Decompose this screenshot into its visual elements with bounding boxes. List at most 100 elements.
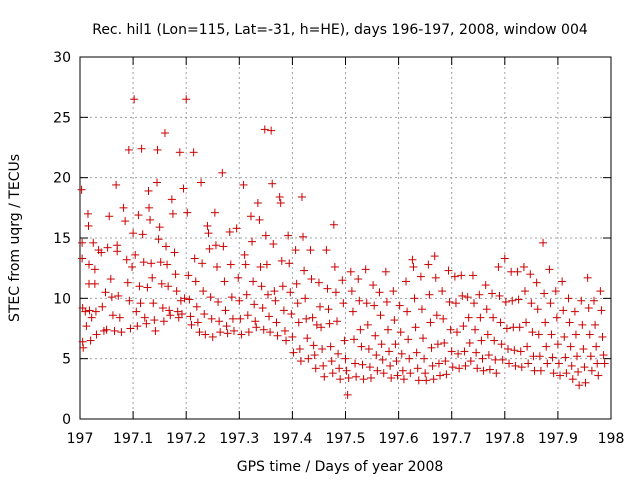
data-point — [517, 363, 526, 372]
data-point — [199, 287, 208, 296]
data-point — [261, 231, 270, 240]
data-point — [578, 320, 587, 329]
data-point — [308, 313, 317, 322]
data-point — [552, 313, 561, 322]
data-point — [210, 208, 219, 217]
data-point — [158, 303, 167, 312]
data-point — [539, 238, 548, 247]
data-point — [594, 371, 603, 380]
data-point — [454, 349, 463, 358]
data-point — [239, 180, 248, 189]
data-point — [125, 296, 134, 305]
data-point — [357, 342, 366, 351]
data-point — [112, 180, 121, 189]
data-point — [159, 317, 168, 326]
data-point — [200, 310, 209, 319]
data-point — [591, 320, 600, 329]
data-point — [191, 277, 200, 286]
data-point — [149, 299, 158, 308]
data-point — [503, 345, 512, 354]
data-point — [175, 148, 184, 157]
data-point — [560, 332, 569, 341]
data-point — [286, 288, 295, 297]
data-point — [294, 318, 303, 327]
data-point — [77, 185, 86, 194]
data-point — [243, 311, 252, 320]
data-point — [186, 312, 195, 321]
data-point — [208, 332, 217, 341]
data-point — [206, 293, 215, 302]
data-point — [97, 248, 106, 257]
x-tick-label: 197.7 — [432, 431, 472, 447]
data-point — [460, 347, 469, 356]
data-point — [256, 262, 265, 271]
data-point — [395, 301, 404, 310]
data-point — [447, 347, 456, 356]
data-point — [260, 125, 269, 134]
data-point — [216, 328, 225, 337]
data-point — [520, 287, 529, 296]
data-point — [79, 343, 88, 352]
data-point — [299, 232, 308, 241]
data-point — [265, 312, 274, 321]
data-point — [184, 271, 193, 280]
data-point — [138, 230, 147, 239]
data-point — [335, 364, 344, 373]
data-point — [527, 299, 536, 308]
data-point — [600, 359, 609, 368]
data-point — [431, 273, 440, 282]
data-point — [183, 208, 192, 217]
data-point — [166, 311, 175, 320]
y-tick-label: 20 — [53, 171, 71, 187]
data-point — [293, 299, 302, 308]
x-tick-label: 197.4 — [272, 431, 312, 447]
data-point — [282, 336, 291, 345]
data-point — [554, 359, 563, 368]
data-point — [331, 288, 340, 297]
data-point — [137, 144, 146, 153]
data-point — [446, 325, 455, 334]
data-point — [463, 293, 472, 302]
data-point — [228, 314, 237, 323]
data-point — [90, 265, 99, 274]
data-point — [255, 215, 264, 224]
chart-title: Rec. hil1 (Lon=115, Lat=-31, h=HE), days… — [92, 22, 588, 38]
data-point — [113, 247, 122, 256]
data-point — [98, 302, 107, 311]
data-point — [185, 295, 194, 304]
data-point — [338, 276, 347, 285]
data-point — [327, 357, 336, 366]
data-point — [152, 178, 161, 187]
data-point — [197, 178, 206, 187]
data-point — [402, 277, 411, 286]
data-point — [277, 256, 286, 265]
data-point — [366, 373, 375, 382]
data-point — [244, 328, 253, 337]
data-point — [324, 305, 333, 314]
data-point — [413, 364, 422, 373]
data-point — [270, 287, 279, 296]
data-point — [436, 371, 445, 380]
data-point — [123, 278, 132, 287]
data-point — [343, 390, 352, 399]
data-point — [285, 259, 294, 268]
data-point — [259, 325, 268, 334]
data-point — [372, 351, 381, 360]
data-point — [495, 291, 504, 300]
data-point — [177, 310, 186, 319]
data-point — [562, 369, 571, 378]
data-point — [392, 357, 401, 366]
y-tick-label: 25 — [53, 110, 71, 126]
data-point — [218, 168, 227, 177]
data-point — [344, 373, 353, 382]
data-point — [212, 262, 221, 271]
data-point — [571, 330, 580, 339]
data-point — [147, 259, 156, 268]
data-point — [361, 265, 370, 274]
data-point — [201, 330, 210, 339]
data-point — [302, 314, 311, 323]
data-point — [136, 299, 145, 308]
data-point — [157, 279, 166, 288]
data-point — [445, 297, 454, 306]
